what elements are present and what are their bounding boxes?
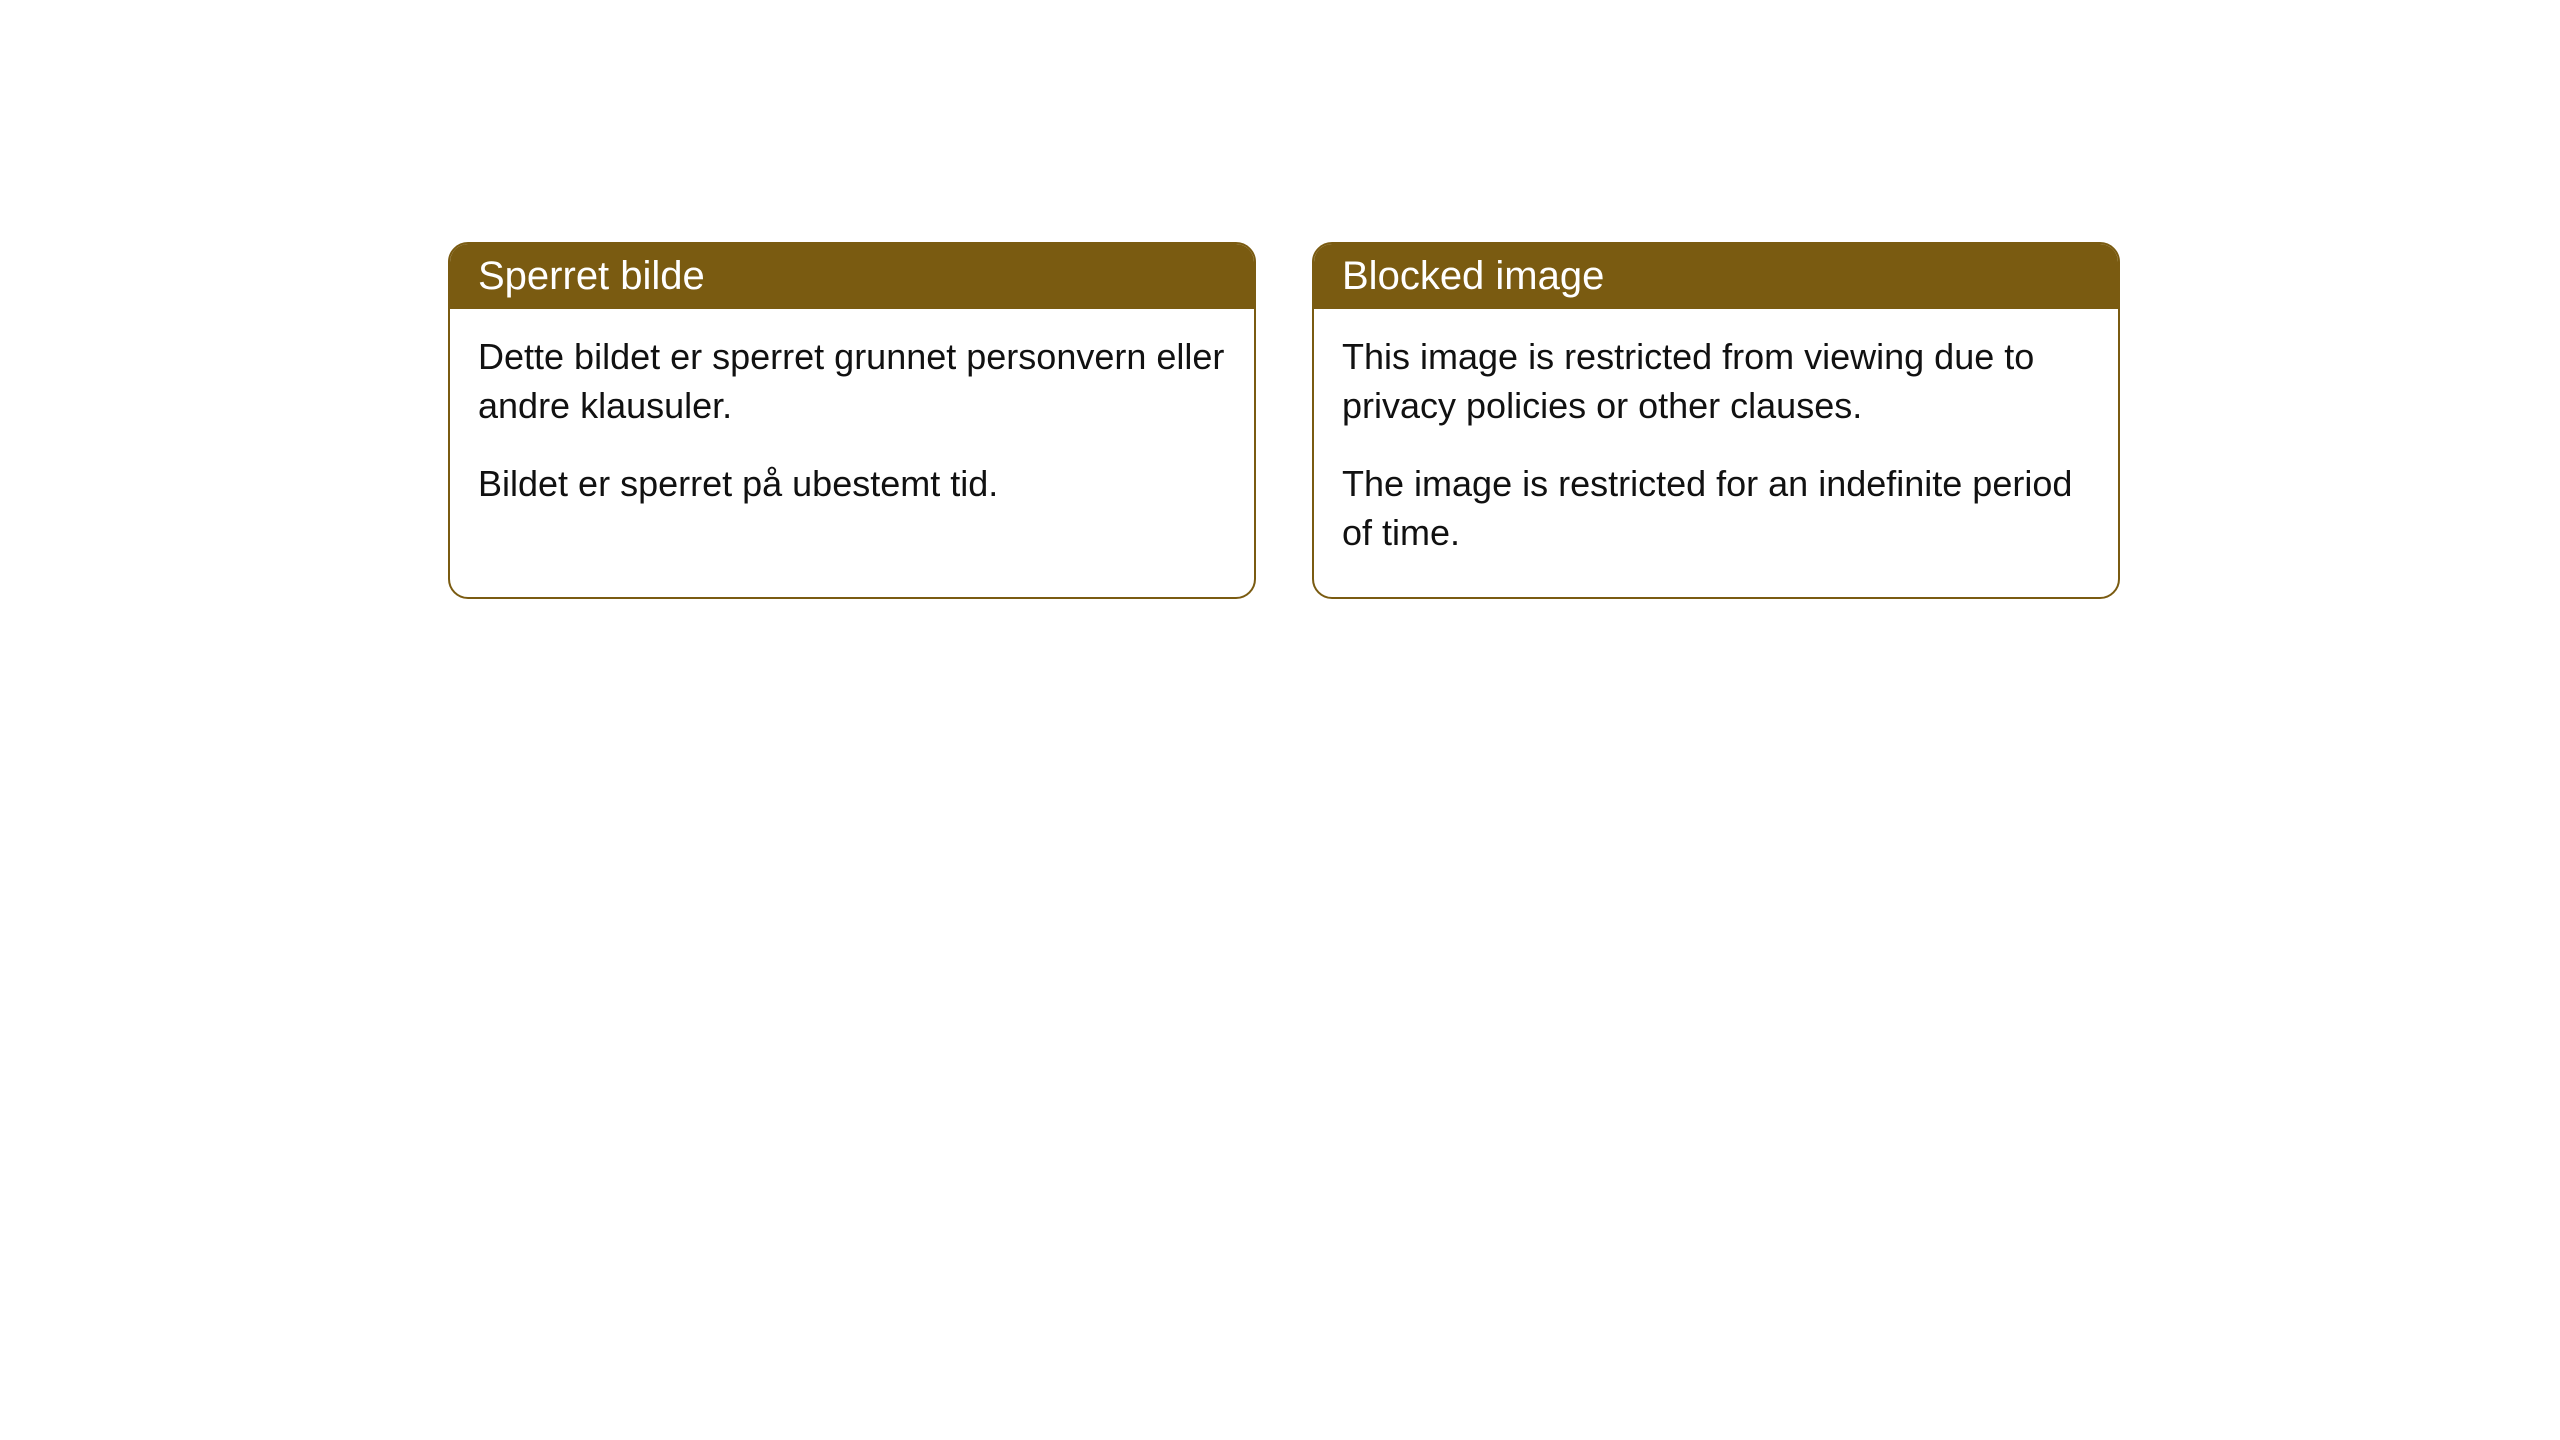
card-body: This image is restricted from viewing du…: [1314, 309, 2118, 597]
cards-container: Sperret bilde Dette bildet er sperret gr…: [0, 0, 2560, 599]
blocked-image-card-english: Blocked image This image is restricted f…: [1312, 242, 2120, 599]
card-paragraph: The image is restricted for an indefinit…: [1342, 460, 2090, 557]
card-title: Blocked image: [1314, 244, 2118, 309]
blocked-image-card-norwegian: Sperret bilde Dette bildet er sperret gr…: [448, 242, 1256, 599]
card-paragraph: Dette bildet er sperret grunnet personve…: [478, 333, 1226, 430]
card-body: Dette bildet er sperret grunnet personve…: [450, 309, 1254, 549]
card-paragraph: This image is restricted from viewing du…: [1342, 333, 2090, 430]
card-title: Sperret bilde: [450, 244, 1254, 309]
card-paragraph: Bildet er sperret på ubestemt tid.: [478, 460, 1226, 509]
